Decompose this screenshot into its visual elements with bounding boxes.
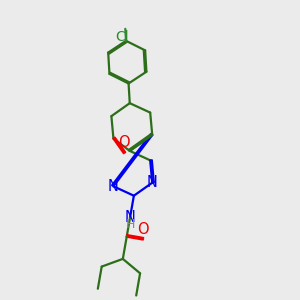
Text: H: H: [126, 218, 135, 231]
Text: O: O: [118, 135, 130, 150]
Text: Cl: Cl: [116, 30, 129, 44]
Text: N: N: [124, 210, 135, 225]
Text: N: N: [108, 179, 119, 194]
Text: O: O: [137, 222, 149, 237]
Text: N: N: [147, 175, 158, 190]
